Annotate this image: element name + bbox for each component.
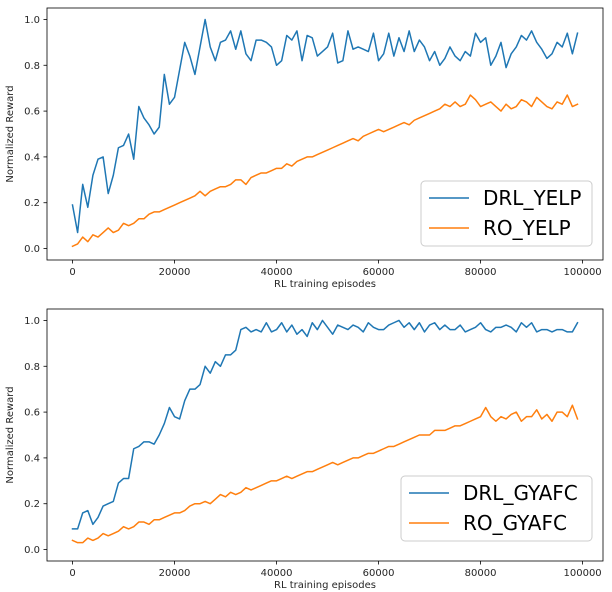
- legend-label: RO_YELP: [483, 216, 571, 240]
- y-tick-label: 0.6: [24, 107, 40, 118]
- x-tick-label: 40000: [261, 568, 293, 579]
- series-line-ro-gyafc: [71, 404, 579, 544]
- series-line-ro-yelp: [71, 94, 579, 248]
- plot-frame: [46, 7, 604, 261]
- y-tick-label: 0.2: [24, 198, 40, 209]
- x-tick-label: 60000: [363, 267, 395, 278]
- y-axis-label: Normalized Reward: [5, 85, 16, 182]
- x-tick-label: 80000: [465, 267, 497, 278]
- x-tick-label: 40000: [261, 267, 293, 278]
- legend-label: DRL_GYAFC: [463, 481, 578, 505]
- y-tick-label: 0.8: [24, 362, 40, 373]
- y-tick-label: 0.0: [24, 545, 40, 556]
- legend-label: RO_GYAFC: [463, 511, 567, 535]
- y-tick-label: 0.4: [24, 152, 40, 163]
- y-axis-label: Normalized Reward: [5, 386, 16, 483]
- x-tick-label: 100000: [564, 568, 602, 579]
- y-tick-label: 0.0: [24, 244, 40, 255]
- x-tick-label: 60000: [363, 568, 395, 579]
- y-tick-label: 0.8: [24, 61, 40, 72]
- y-tick-label: 0.2: [24, 499, 40, 510]
- legend: DRL_GYAFC RO_GYAFC: [400, 475, 593, 542]
- x-tick-label: 100000: [564, 267, 602, 278]
- plot-frame: [46, 308, 604, 562]
- y-tick-label: 1.0: [24, 316, 40, 327]
- series-line-drl-gyafc: [71, 319, 579, 530]
- series-line-drl-yelp: [71, 18, 579, 234]
- x-axis-label: RL training episodes: [274, 580, 376, 591]
- top-chart-yelp: 0 20000 40000 60000 80000 100000 0.0 0.2 0.4 0.6 0…: [5, 7, 604, 290]
- bottom-chart-gyafc: 0 20000 40000 60000 80000 100000 0.0 0.2 0.4 0.6 0…: [5, 308, 604, 591]
- x-tick-label: 20000: [159, 568, 191, 579]
- y-tick-label: 0.6: [24, 408, 40, 419]
- x-axis-label: RL training episodes: [274, 279, 376, 290]
- y-tick-label: 0.4: [24, 453, 40, 464]
- legend: DRL_YELP RO_YELP: [420, 180, 593, 247]
- x-tick-label: 80000: [465, 568, 497, 579]
- x-tick-label: 20000: [159, 267, 191, 278]
- x-tick-label: 0: [69, 267, 75, 278]
- legend-label: DRL_YELP: [483, 186, 582, 210]
- y-tick-label: 1.0: [24, 15, 40, 26]
- x-tick-label: 0: [69, 568, 75, 579]
